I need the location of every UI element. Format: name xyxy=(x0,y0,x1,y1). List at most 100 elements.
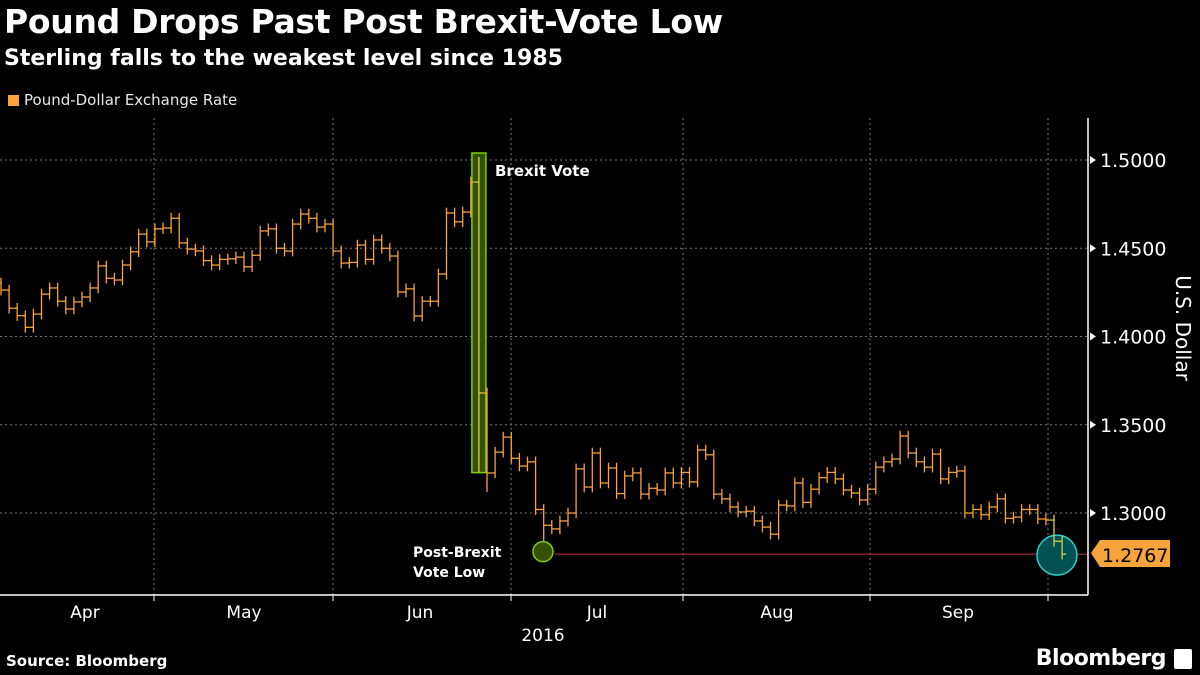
price-bar xyxy=(888,453,896,468)
x-tick-label: Jun xyxy=(406,603,434,623)
price-bar xyxy=(61,295,70,315)
price-bar xyxy=(985,501,994,521)
price-bar xyxy=(288,218,297,257)
price-bar xyxy=(564,507,572,527)
price-bar xyxy=(458,206,467,228)
price-bar xyxy=(126,246,135,271)
price-bar xyxy=(977,504,986,521)
price-bar xyxy=(879,456,888,473)
price-bar xyxy=(661,467,670,496)
price-bar xyxy=(790,477,799,512)
price-bar xyxy=(669,467,678,489)
price-bar xyxy=(588,447,597,493)
price-bar xyxy=(782,499,791,512)
y-tick-label: 1.4000 xyxy=(1100,327,1166,349)
price-bar xyxy=(377,234,386,254)
price-bar xyxy=(766,521,775,540)
price-bar xyxy=(45,282,54,300)
price-bar xyxy=(240,251,248,273)
price-bar xyxy=(1050,514,1058,547)
y-axis-label: U.S. Dollar xyxy=(1171,275,1195,381)
price-bar xyxy=(734,501,743,518)
price-bar xyxy=(426,295,435,307)
price-bar xyxy=(645,482,653,500)
legend-swatch xyxy=(8,94,19,106)
price-bar xyxy=(855,487,864,506)
price-bar xyxy=(5,284,14,314)
price-bar xyxy=(0,277,5,296)
price-bar xyxy=(385,242,394,262)
y-tick-label: 1.4500 xyxy=(1100,238,1166,260)
price-bar xyxy=(418,295,427,322)
y-tick-label: 1.3000 xyxy=(1100,503,1166,525)
price-bar xyxy=(572,463,581,519)
price-bar xyxy=(863,483,872,506)
price-bar xyxy=(993,493,1002,513)
price-bar xyxy=(952,465,961,478)
price-bar xyxy=(304,208,313,224)
price-bar xyxy=(1025,504,1034,515)
price-bar xyxy=(531,456,540,515)
logo-text: Bloomberg xyxy=(1035,646,1167,671)
price-bar xyxy=(612,462,621,499)
price-bar xyxy=(912,447,921,468)
post-brexit-low-marker xyxy=(532,540,554,563)
y-tick-marker xyxy=(1090,420,1096,429)
price-bar xyxy=(410,283,419,322)
price-bar xyxy=(321,218,329,233)
x-tick-label: May xyxy=(226,603,261,623)
price-bar xyxy=(37,288,46,320)
price-bar xyxy=(620,470,629,499)
price-bar xyxy=(969,504,977,519)
price-bar xyxy=(936,448,945,485)
price-bar xyxy=(596,447,605,489)
price-bar xyxy=(1001,493,1010,524)
price-bar xyxy=(896,430,905,465)
last-value-label: 1.2767 xyxy=(1102,545,1168,567)
price-bar xyxy=(604,462,613,489)
price-bar xyxy=(53,282,62,307)
price-bar xyxy=(134,228,143,258)
price-bar xyxy=(580,463,589,493)
price-bar xyxy=(402,283,410,298)
price-bar xyxy=(1041,513,1050,526)
price-bar xyxy=(499,431,508,458)
price-bar xyxy=(523,456,532,472)
price-bar xyxy=(1017,504,1026,523)
price-bar xyxy=(515,452,524,472)
price-bar xyxy=(798,477,807,508)
price-bar xyxy=(758,515,767,533)
price-bar xyxy=(393,250,402,298)
price-bar xyxy=(483,387,491,492)
price-bar xyxy=(807,483,815,508)
price-bar xyxy=(102,260,111,284)
price-bar xyxy=(701,444,710,461)
price-bar xyxy=(264,223,273,237)
annotations-front xyxy=(532,540,554,563)
x-year-label: 2016 xyxy=(521,626,564,646)
price-bar xyxy=(142,228,151,248)
price-bar xyxy=(904,430,913,459)
price-bar xyxy=(944,467,953,485)
price-bar xyxy=(272,223,281,254)
price-bar xyxy=(555,515,564,535)
last-value-tag: 1.2767 xyxy=(1091,540,1170,567)
price-bar xyxy=(329,218,338,257)
price-bar xyxy=(960,465,969,519)
price-bars xyxy=(0,156,1067,560)
bloomberg-logo: Bloomberg xyxy=(1036,646,1192,671)
price-bar xyxy=(296,208,305,230)
price-bar xyxy=(815,472,824,495)
x-tick-label: Aug xyxy=(760,603,793,623)
price-bar xyxy=(709,449,718,500)
price-bar xyxy=(361,239,370,265)
legend: Pound-Dollar Exchange Rate xyxy=(8,91,237,109)
price-bar xyxy=(223,253,232,265)
price-bar xyxy=(369,234,378,265)
price-bar xyxy=(280,242,289,257)
price-bar xyxy=(823,467,832,483)
price-bar xyxy=(110,272,119,286)
axes: 1.3000 1.3500 1.4000 1.4500 1.5000 Apr May Jun J… xyxy=(0,118,1166,623)
price-bar xyxy=(450,207,459,228)
